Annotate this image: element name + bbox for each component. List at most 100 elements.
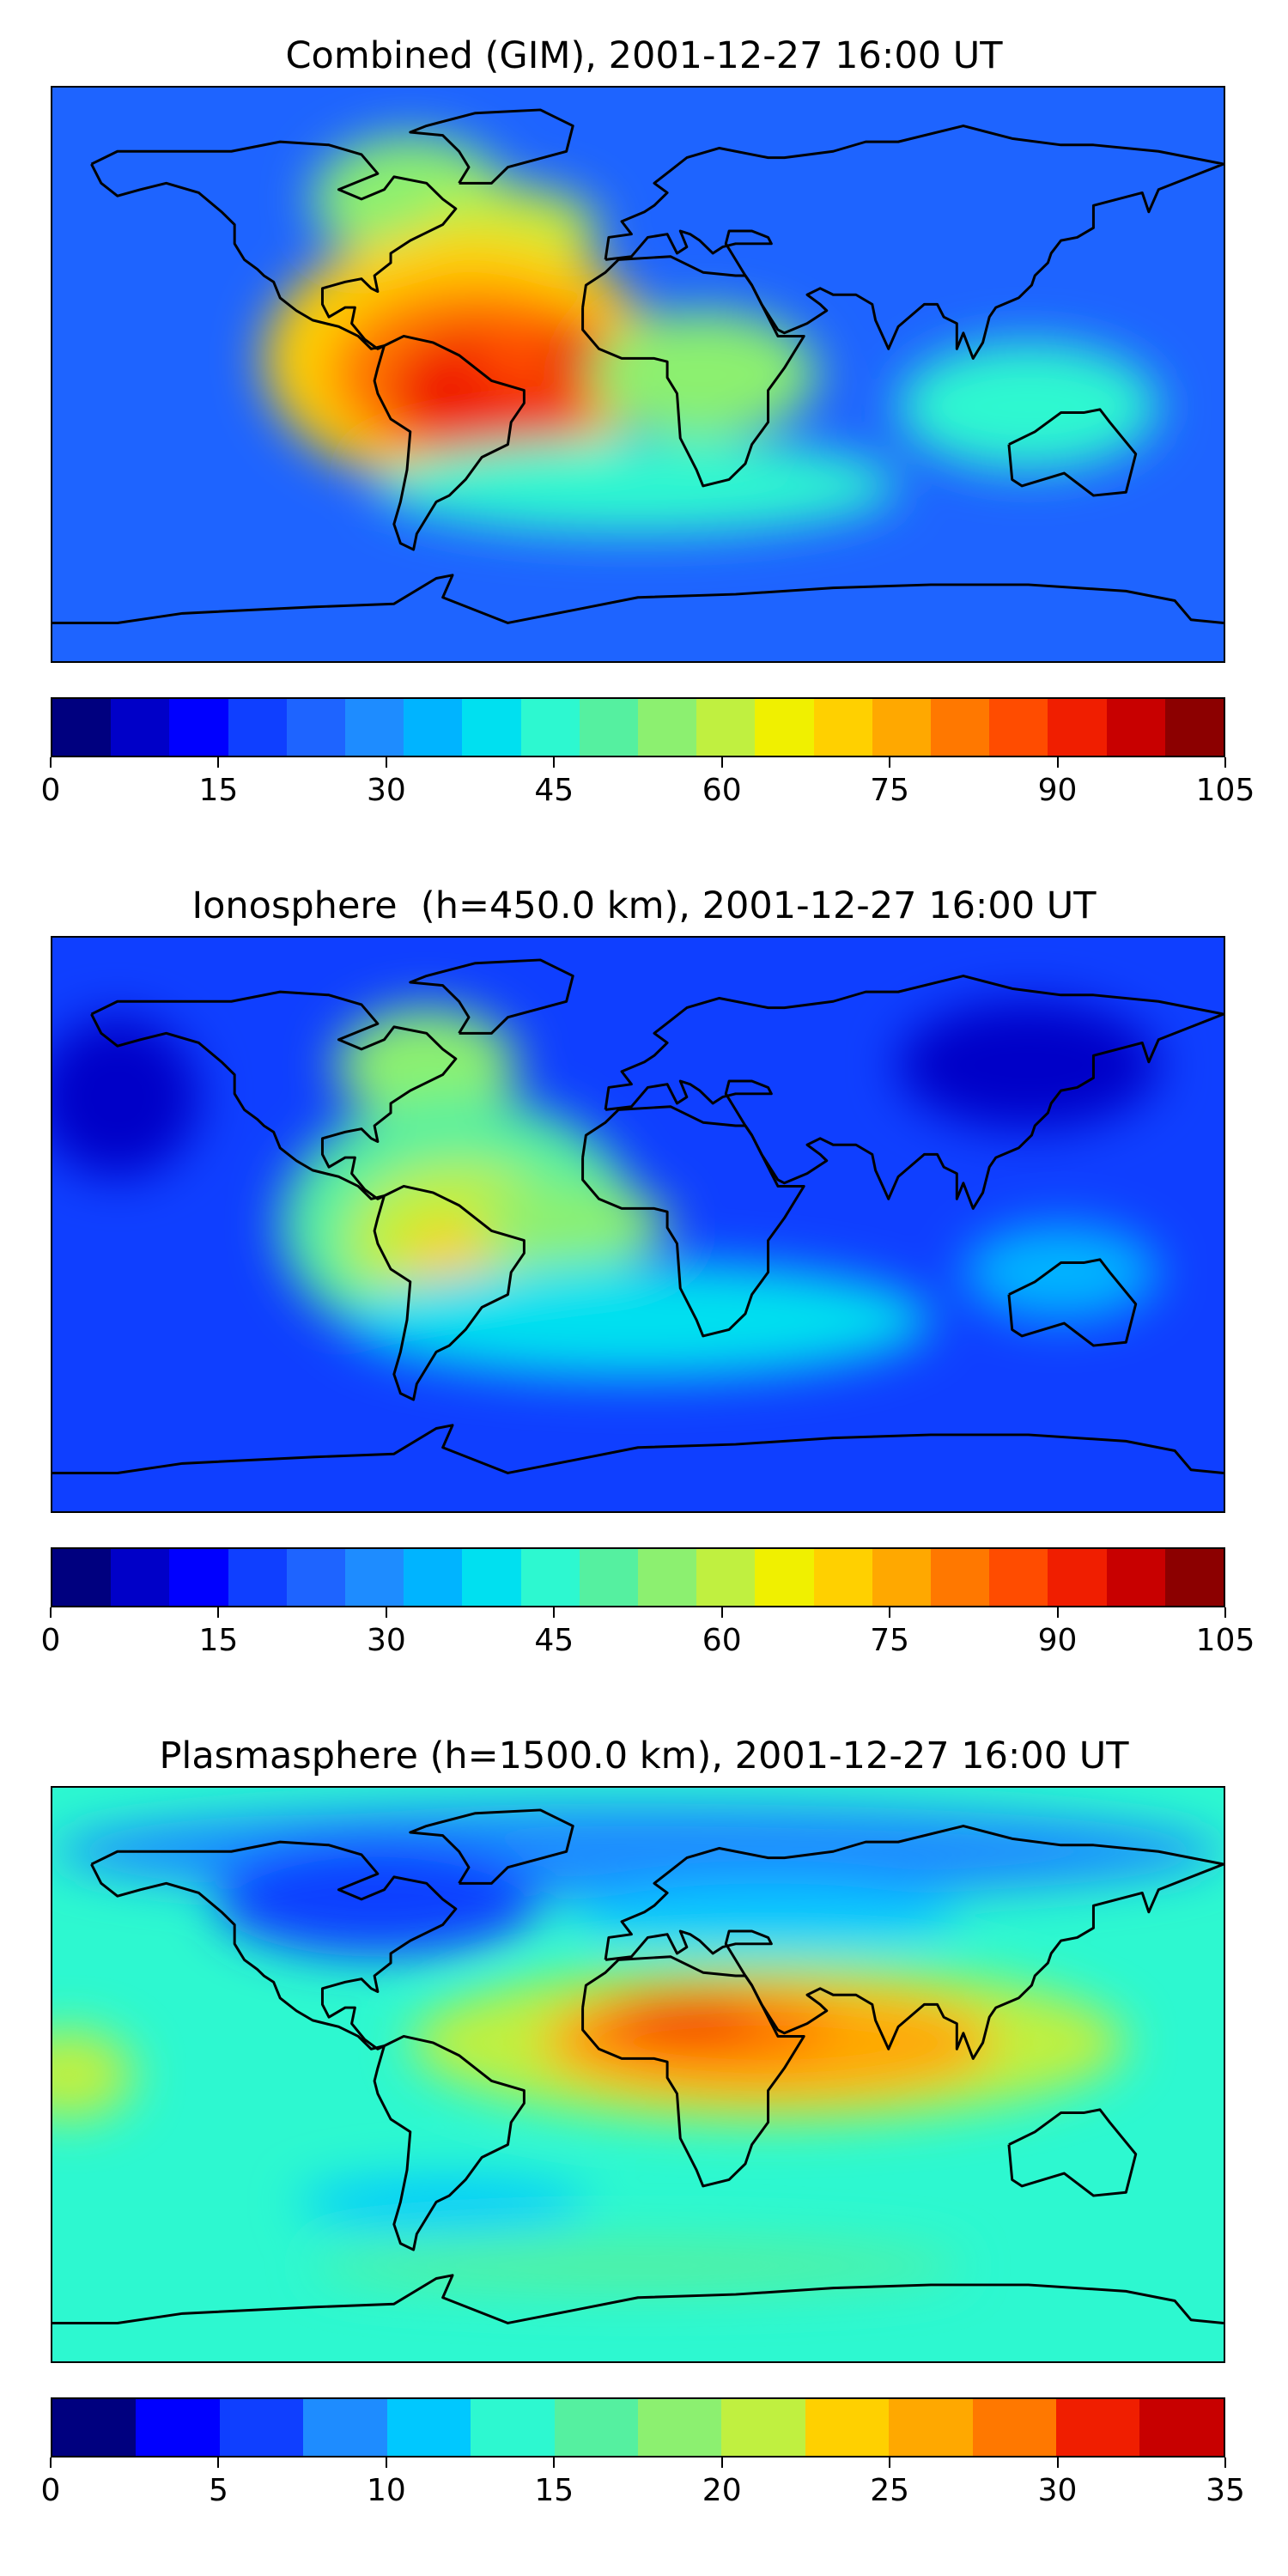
panel-title: Plasmasphere (h=1500.0 km), 2001-12-27 1…: [159, 1735, 1129, 1777]
colorbar-tick: [385, 1607, 387, 1618]
colorbar-tick-label: 25: [870, 2473, 910, 2508]
colorbar-tick-label: 105: [1195, 1623, 1255, 1658]
colorbar-tick-label: 90: [1037, 1623, 1078, 1658]
colorbar-segment: [1056, 2399, 1140, 2456]
colorbar-tick: [50, 1607, 52, 1618]
colorbar-segment: [471, 2399, 555, 2456]
colorbar-segment: [1048, 699, 1107, 756]
coastline: [52, 574, 1224, 624]
field-contour: [898, 342, 1159, 471]
colorbar-tick-label: 20: [702, 2473, 742, 2508]
colorbar-segment: [989, 699, 1048, 756]
colorbar-tick: [720, 1607, 723, 1618]
colorbar-tick: [217, 2458, 220, 2468]
colorbar-segment: [755, 699, 814, 756]
colorbar-tick-label: 10: [366, 2473, 406, 2508]
colorbar-segment: [813, 1549, 872, 1606]
colorbar-ticks: 0 15 30 45 60 75 90 105: [41, 1607, 1255, 1659]
colorbar: [51, 1547, 1225, 1607]
colorbar-tick: [1056, 757, 1059, 768]
colorbar-segment: [579, 699, 639, 756]
colorbar-tick-label: 45: [534, 773, 574, 808]
colorbar-segment: [286, 1549, 346, 1606]
coastline: [90, 140, 458, 350]
world-map: [51, 86, 1225, 663]
field-contour: [404, 1224, 495, 1289]
colorbar-tick-label: 0: [40, 773, 61, 808]
panel-title: Ionosphere (h=450.0 km), 2001-12-27 16:0…: [191, 884, 1097, 927]
colorbar-segment: [52, 1549, 112, 1606]
colorbar-segment: [579, 1549, 639, 1606]
colorbar-segment: [345, 699, 404, 756]
coastline: [90, 990, 458, 1200]
coastline: [1007, 1258, 1138, 1347]
colorbar-segment: [169, 699, 228, 756]
colorbar-segment: [696, 1549, 756, 1606]
colorbar-tick-label: 5: [208, 2473, 228, 2508]
colorbar-segment: [1048, 1549, 1107, 1606]
colorbar-segment: [989, 1549, 1048, 1606]
coastline: [1007, 408, 1138, 497]
coastline: [373, 334, 526, 551]
field-contour: [898, 1001, 1159, 1129]
colorbar-segment: [972, 2399, 1057, 2456]
colorbar-tick-label: 75: [870, 773, 910, 808]
colorbar-segment: [638, 1549, 697, 1606]
world-map: [51, 936, 1225, 1513]
colorbar-tick-label: 105: [1195, 773, 1255, 808]
colorbar-tick-label: 30: [1037, 2473, 1078, 2508]
colorbar-segment: [228, 699, 287, 756]
colorbar-segment: [1106, 699, 1165, 756]
colorbar-segment: [931, 1549, 990, 1606]
field-contour: [573, 1883, 963, 1947]
panel-title: Combined (GIM), 2001-12-27 16:00 UT: [285, 34, 1003, 77]
colorbar-tick-label: 75: [870, 1623, 910, 1658]
coastline: [1007, 2108, 1138, 2197]
coastline: [604, 1825, 1224, 2060]
map-svg: [52, 1788, 1224, 2361]
field-contour: [963, 1224, 1159, 1321]
field-contour: [345, 1262, 931, 1378]
field-contour: [377, 438, 899, 534]
field-contour: [52, 1017, 199, 1177]
coastline: [90, 1840, 458, 2050]
colorbar-segment: [303, 2399, 387, 2456]
colorbar-tick: [1224, 1607, 1226, 1618]
coastline: [373, 2034, 526, 2251]
coastline: [409, 108, 574, 185]
colorbar-tick-label: 60: [702, 773, 742, 808]
colorbar-segment: [872, 1549, 932, 1606]
colorbar-segment: [931, 699, 990, 756]
coastline: [604, 975, 1224, 1210]
map-svg: [52, 938, 1224, 1511]
colorbar-tick: [385, 2458, 387, 2468]
coastline: [373, 1184, 526, 1401]
coastline: [409, 958, 574, 1035]
colorbar-tick-label: 0: [40, 1623, 61, 1658]
colorbar-tick: [889, 2458, 891, 2468]
colorbar-ticks: 0 15 30 45 60 75 90 105: [41, 757, 1255, 809]
colorbar-tick: [217, 757, 220, 768]
colorbar-tick-label: 30: [366, 1623, 406, 1658]
colorbar-segment: [52, 699, 112, 756]
colorbar-segment: [520, 1549, 580, 1606]
colorbar-segment: [520, 699, 580, 756]
field-contour: [335, 1007, 518, 1123]
colorbar-segment: [721, 2399, 805, 2456]
world-map: [51, 1786, 1225, 2363]
colorbar-segment: [52, 2399, 137, 2456]
coastline: [581, 1105, 805, 1338]
colorbar-tick: [720, 757, 723, 768]
colorbar-tick: [1224, 757, 1226, 768]
field-contour: [296, 2176, 590, 2228]
colorbar-tick-label: 45: [534, 1623, 574, 1658]
colorbar-tick-label: 15: [198, 1623, 239, 1658]
colorbar-segment: [889, 2399, 973, 2456]
colorbar-tick: [720, 2458, 723, 2468]
colorbar-tick-label: 0: [40, 2473, 61, 2508]
colorbar-tick: [553, 1607, 556, 1618]
colorbar-tick-label: 30: [366, 773, 406, 808]
colorbar-tick: [50, 2458, 52, 2468]
colorbar-tick: [1224, 2458, 1226, 2468]
coastline: [409, 1808, 574, 1885]
